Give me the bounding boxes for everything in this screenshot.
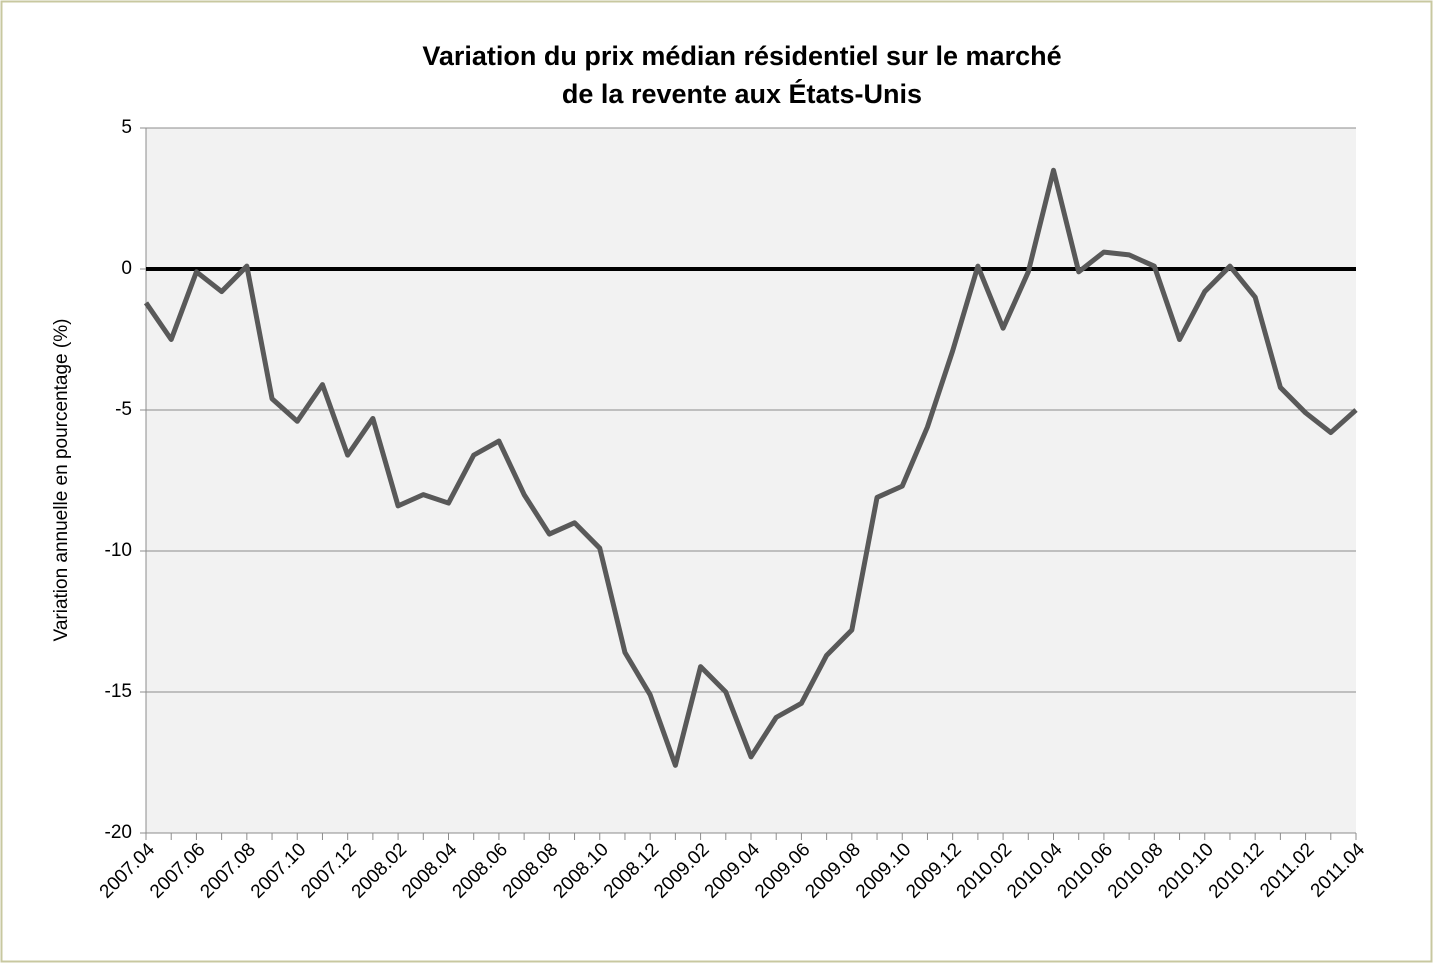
chart-title: Variation du prix médian résidentiel sur… [422,41,1061,71]
y-tick-label: 0 [121,258,132,279]
y-tick-label: 5 [121,117,132,138]
y-axis-label: Variation annuelle en pourcentage (%) [51,319,72,642]
chart-title: de la revente aux États-Unis [562,78,922,109]
y-tick-label: -15 [105,681,132,702]
plot-area [146,128,1356,833]
y-tick-label: -20 [105,822,132,843]
y-tick-label: -5 [115,399,132,420]
data-line [143,167,1358,768]
y-tick-label: -10 [105,540,132,561]
